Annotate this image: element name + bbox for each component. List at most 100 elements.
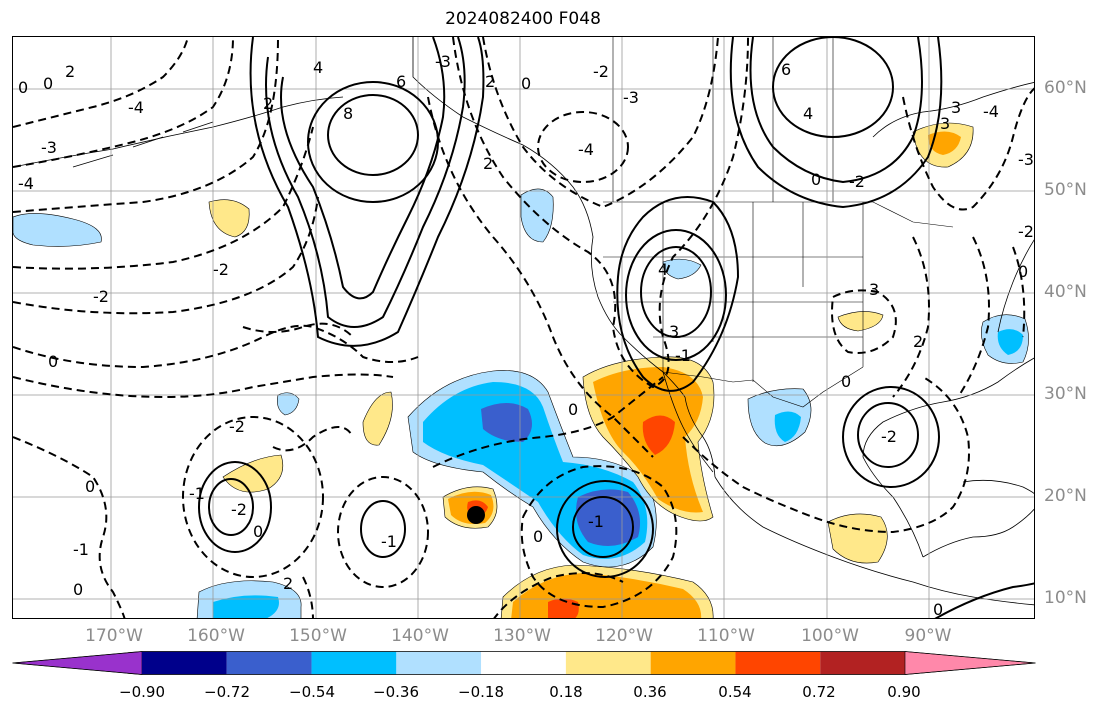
colorbar-tick-label: −0.18 — [458, 683, 504, 701]
colorbar-segment — [650, 651, 736, 675]
contour-label: 0 — [1018, 262, 1028, 281]
contour-label: 4 — [803, 104, 813, 123]
contour-label: -1 — [675, 346, 691, 365]
colorbar-extend-min — [12, 651, 143, 675]
borders — [603, 37, 954, 408]
contour-low-pac-1 — [208, 478, 254, 536]
shade-yellow-streak-2 — [222, 454, 284, 493]
coast-alaska — [13, 96, 344, 168]
contour-trough-west-1 — [13, 37, 189, 128]
coast-aleutians — [72, 121, 214, 168]
contour-label: -2 — [229, 417, 245, 436]
contour-label: 0 — [521, 74, 531, 93]
contour-label: 3 — [951, 98, 961, 117]
contour-ridge-north-2 — [749, 37, 923, 184]
contour-label: -2 — [93, 287, 109, 306]
map-panel: 0 0 2 -4 -3 -4 4 2 6 8 -2 -3 2 0 -4 -2 -… — [12, 36, 1035, 619]
colorbar-tick-label: 0.36 — [633, 683, 667, 701]
map-canvas: 0 0 2 -4 -3 -4 4 2 6 8 -2 -3 2 0 -4 -2 -… — [13, 37, 1034, 619]
contour-zero-east — [337, 476, 429, 588]
contour-label: -3 — [435, 52, 451, 71]
contour-label: 0 — [811, 170, 821, 189]
shaded-fields — [13, 122, 1029, 618]
contour-ridge-west-us-2 — [625, 229, 727, 361]
contour-label: 0 — [933, 600, 943, 619]
border-states-2 — [603, 256, 863, 338]
contour-label: 2 — [485, 72, 495, 91]
shade-yellow-ozark — [837, 311, 884, 332]
coast-yucatan — [922, 508, 1034, 558]
shade-blue-southeast — [997, 329, 1023, 355]
contour-label: 2 — [263, 94, 273, 113]
contour-label: -2 — [213, 260, 229, 279]
shade-blue-south — [213, 595, 279, 618]
contour-zero-baja — [432, 376, 664, 468]
shade-light-blue-idaho — [662, 258, 702, 280]
shade-light-blue-west — [13, 213, 102, 247]
contour-trough-west-3 — [13, 37, 279, 213]
colorbar-tick-label: −0.90 — [119, 683, 165, 701]
contour-label: 6 — [396, 72, 406, 91]
contour-east-us — [831, 289, 897, 354]
contour-label: -4 — [18, 174, 34, 193]
contour-label: -4 — [578, 140, 594, 159]
contour-label: -2 — [849, 172, 865, 191]
contour-ridge-gulf-alaska-5 — [249, 37, 485, 347]
contour-label: 2 — [65, 62, 75, 81]
contour-mex — [682, 376, 970, 534]
lat-label-50n: 50°N — [1044, 180, 1087, 200]
colorbar-tick-label: 0.54 — [718, 683, 752, 701]
contour-label: 3 — [940, 114, 950, 133]
contour-ridge-west-us-1 — [640, 246, 712, 338]
colorbar-tick-label: −0.72 — [204, 683, 250, 701]
shade-yellow-streak-1 — [362, 391, 393, 446]
contour-label: -1 — [381, 532, 397, 551]
contour-zero-trop — [520, 465, 678, 609]
shade-royal-core-1 — [481, 403, 532, 442]
contour-label: -4 — [128, 98, 144, 117]
lat-label-10n: 10°N — [1044, 588, 1087, 608]
border-states-1 — [662, 202, 864, 382]
lon-label-100w: 100°W — [801, 626, 859, 646]
lon-label-140w: 140°W — [391, 626, 449, 646]
border-canada-us — [603, 201, 954, 228]
storm-center-marker — [467, 506, 485, 524]
shade-light-blue-dot — [277, 392, 300, 416]
contour-label: -2 — [593, 62, 609, 81]
contour-labels: 0 0 2 -4 -3 -4 4 2 6 8 -2 -3 2 0 -4 -2 -… — [18, 52, 1034, 619]
contour-label: 0 — [73, 580, 83, 599]
lat-label-20n: 20°N — [1044, 486, 1087, 506]
coast-hudson — [872, 82, 1034, 138]
contour-label: 2 — [913, 332, 923, 351]
colorbar-tick-label: −0.36 — [373, 683, 419, 701]
coast-pacific-nw — [412, 37, 686, 398]
contour-ridge-gulf-alaska-2 — [307, 81, 439, 203]
contour-trough-bc-3 — [452, 37, 749, 389]
contour-se-corner — [934, 582, 1034, 618]
contour-low-gulf-2 — [842, 386, 940, 488]
lat-label-40n: 40°N — [1044, 282, 1087, 302]
contour-trough-west-2 — [13, 37, 234, 168]
colorbar-border — [12, 651, 1036, 675]
lon-label-170w: 170°W — [85, 626, 143, 646]
contour-label: -1 — [588, 512, 604, 531]
contour-ridge-gulf-alaska-1 — [327, 94, 419, 176]
lat-label-30n: 30°N — [1044, 384, 1087, 404]
border-canada-prov — [612, 37, 834, 202]
contour-label: -4 — [983, 102, 999, 121]
lat-label-60n: 60°N — [1044, 78, 1087, 98]
contour-trough-bc-4 — [427, 96, 654, 458]
contour-south — [302, 572, 624, 618]
contour-label: -2 — [881, 427, 897, 446]
contour-label: 3 — [669, 322, 679, 341]
colorbar-tick-label: 0.72 — [802, 683, 836, 701]
contour-label: 0 — [568, 400, 578, 419]
contour-label: 0 — [48, 352, 58, 371]
contour-ridge-gulf-alaska-4 — [265, 37, 466, 328]
contour-label: -1 — [189, 484, 205, 503]
lon-label-110w: 110°W — [697, 626, 755, 646]
contour-west-mid — [13, 324, 419, 369]
contour-hudson — [902, 87, 1034, 211]
contour-west-low — [13, 436, 126, 618]
contour-trough-bc-2 — [482, 37, 719, 209]
